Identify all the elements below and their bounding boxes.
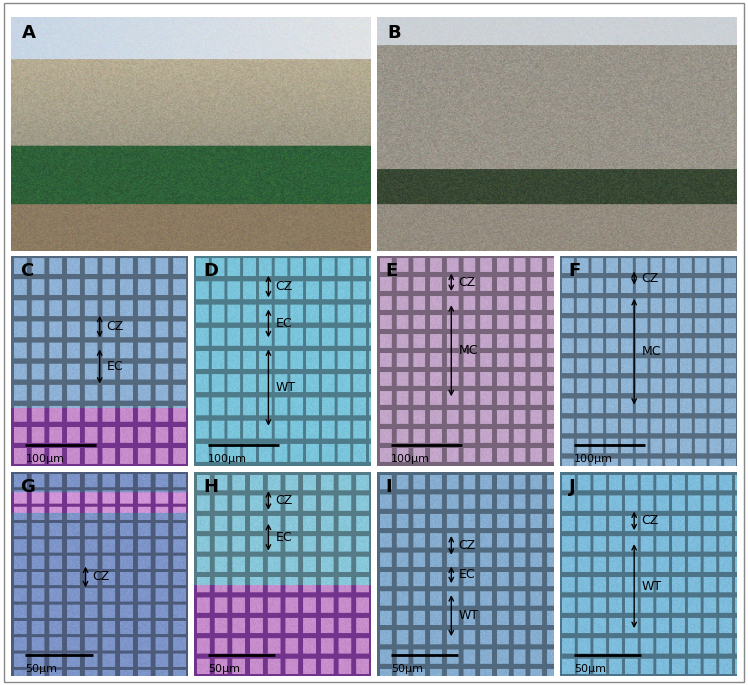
Text: CZ: CZ bbox=[459, 539, 476, 552]
Text: 50μm: 50μm bbox=[391, 664, 423, 673]
Text: MC: MC bbox=[459, 345, 478, 358]
Text: EC: EC bbox=[275, 317, 292, 330]
Text: 50μm: 50μm bbox=[574, 664, 606, 673]
Text: H: H bbox=[203, 478, 218, 496]
Text: EC: EC bbox=[275, 531, 292, 544]
Text: E: E bbox=[386, 262, 398, 280]
Text: CZ: CZ bbox=[459, 276, 476, 289]
Text: F: F bbox=[568, 262, 581, 280]
Text: CZ: CZ bbox=[641, 272, 658, 285]
Text: WT: WT bbox=[641, 580, 661, 593]
Text: C: C bbox=[20, 262, 34, 280]
Text: 50μm: 50μm bbox=[25, 664, 58, 673]
Text: D: D bbox=[203, 262, 218, 280]
Text: J: J bbox=[568, 478, 575, 496]
Text: MC: MC bbox=[641, 345, 660, 358]
Text: WT: WT bbox=[459, 609, 479, 622]
Text: CZ: CZ bbox=[275, 494, 292, 507]
Text: CZ: CZ bbox=[93, 571, 110, 584]
Text: CZ: CZ bbox=[275, 280, 292, 293]
Text: 100μm: 100μm bbox=[391, 454, 430, 464]
Text: B: B bbox=[387, 24, 402, 42]
Text: WT: WT bbox=[275, 381, 295, 394]
Text: EC: EC bbox=[459, 569, 475, 582]
Text: A: A bbox=[22, 24, 36, 42]
Text: I: I bbox=[386, 478, 393, 496]
Text: CZ: CZ bbox=[641, 514, 658, 527]
Text: G: G bbox=[20, 478, 35, 496]
Text: 100μm: 100μm bbox=[208, 454, 248, 464]
Text: 100μm: 100μm bbox=[25, 454, 64, 464]
Text: 50μm: 50μm bbox=[208, 664, 240, 673]
Text: CZ: CZ bbox=[107, 320, 124, 333]
Text: 100μm: 100μm bbox=[574, 454, 613, 464]
Text: EC: EC bbox=[107, 360, 123, 373]
